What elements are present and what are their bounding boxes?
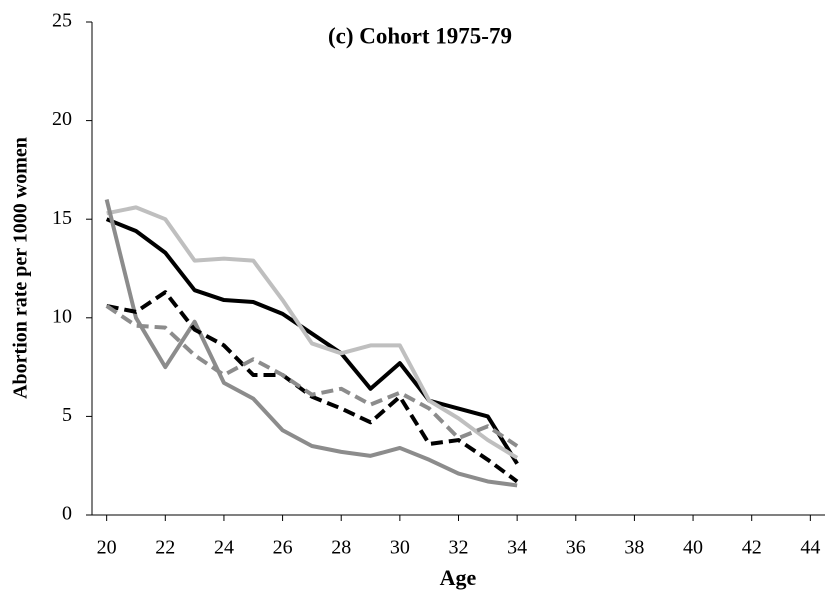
series-line	[106, 205, 519, 460]
x-tick-label: 30	[390, 537, 410, 559]
x-tick-label: 22	[155, 537, 175, 559]
y-tick-label: 5	[62, 404, 72, 426]
y-tick-label: 25	[52, 10, 72, 32]
x-tick-label: 38	[624, 537, 644, 559]
series-line	[105, 304, 519, 448]
x-tick-label: 26	[273, 537, 293, 559]
x-tick-label: 36	[566, 537, 586, 559]
x-tick-label: 34	[507, 537, 527, 559]
x-tick-label: 28	[331, 537, 351, 559]
x-tick-label: 20	[97, 537, 117, 559]
chart-title: (c) Cohort 1975-79	[328, 23, 512, 48]
x-tick-label: 44	[800, 537, 820, 559]
series-line	[104, 198, 518, 488]
y-axis-label: Abortion rate per 1000 women	[10, 137, 32, 399]
series-line	[105, 217, 519, 465]
y-tick-label: 15	[52, 207, 72, 229]
x-axis-label: Age	[440, 565, 477, 590]
x-tick-label: 40	[683, 537, 703, 559]
x-tick-label: 42	[742, 537, 762, 559]
y-tick-label: 20	[52, 108, 72, 130]
y-tick-label: 0	[62, 503, 72, 525]
y-tick-label: 10	[52, 305, 72, 327]
x-tick-label: 32	[449, 537, 469, 559]
series-line	[106, 290, 519, 484]
x-tick-label: 24	[214, 537, 234, 559]
